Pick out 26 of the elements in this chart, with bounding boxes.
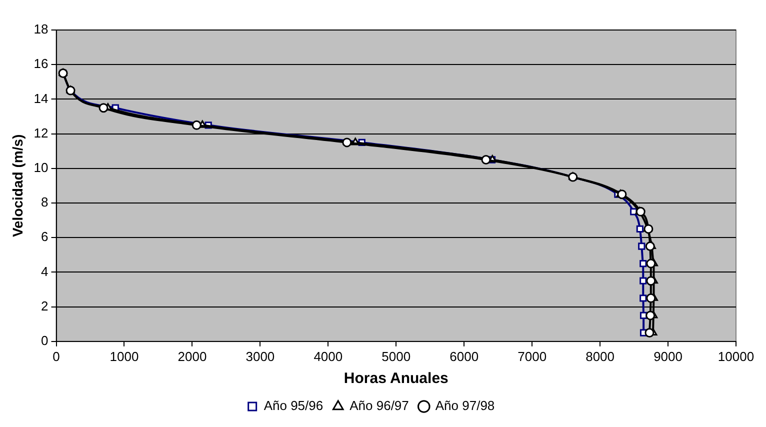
x-tick-label: 3000: [246, 348, 275, 364]
legend-label: Año 96/97: [350, 398, 409, 414]
x-tick-label: 0: [52, 348, 60, 364]
x-tick-label: 7000: [518, 348, 547, 364]
y-tick-label: 0: [41, 332, 48, 348]
y-tick-label: 2: [41, 298, 48, 314]
x-tick-label: 8000: [586, 348, 615, 364]
y-tick-label: 16: [34, 56, 48, 72]
y-tick-label: 14: [34, 90, 48, 106]
y-tick-label: 6: [41, 229, 48, 244]
x-tick-label: 1000: [110, 348, 139, 364]
legend-label: Año 97/98: [435, 398, 495, 414]
y-tick-label: 8: [41, 194, 48, 210]
y-tick-label: 12: [34, 125, 48, 140]
x-tick-label: 2000: [178, 348, 207, 364]
x-tick-label: 5000: [382, 348, 411, 364]
x-axis-title: Horas Anuales: [344, 370, 448, 388]
y-tick-label: 10: [34, 160, 48, 175]
y-tick-label: 18: [34, 22, 48, 37]
y-axis-title: Velocidad (m/s): [9, 134, 26, 238]
legend-label: Año 95/96: [264, 398, 324, 414]
y-tick-label: 4: [41, 264, 48, 279]
x-tick-label: 6000: [450, 348, 479, 364]
x-tick-label: 9000: [654, 348, 682, 364]
x-tick-label: 4000: [314, 348, 343, 364]
x-tick-label: 10000: [718, 348, 754, 364]
